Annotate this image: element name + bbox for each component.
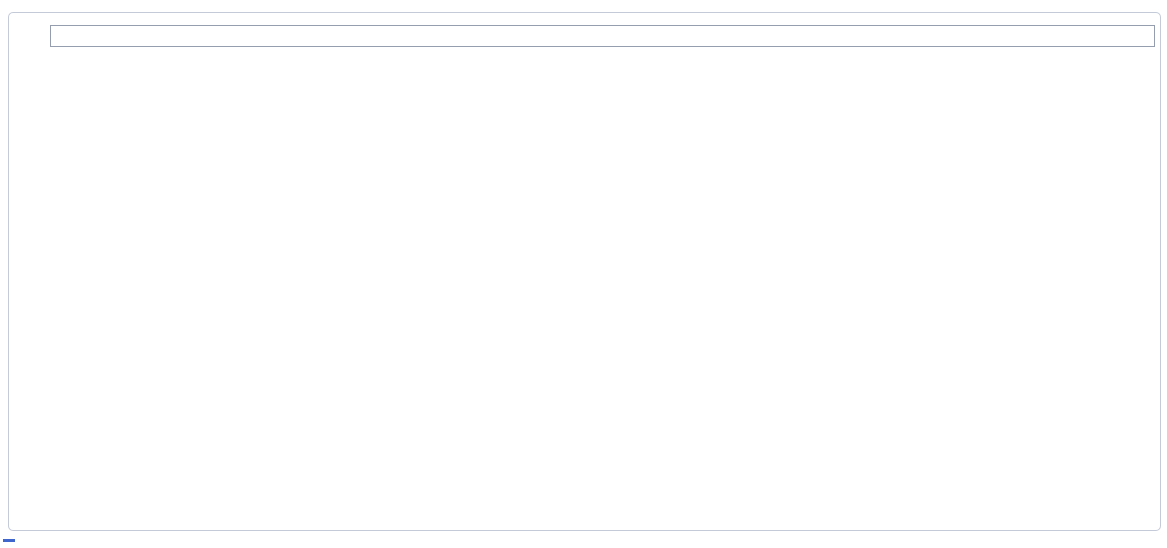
- corner-mark: [3, 539, 15, 542]
- window-frame: [8, 12, 1161, 531]
- signal-legend-bar: [50, 25, 1155, 47]
